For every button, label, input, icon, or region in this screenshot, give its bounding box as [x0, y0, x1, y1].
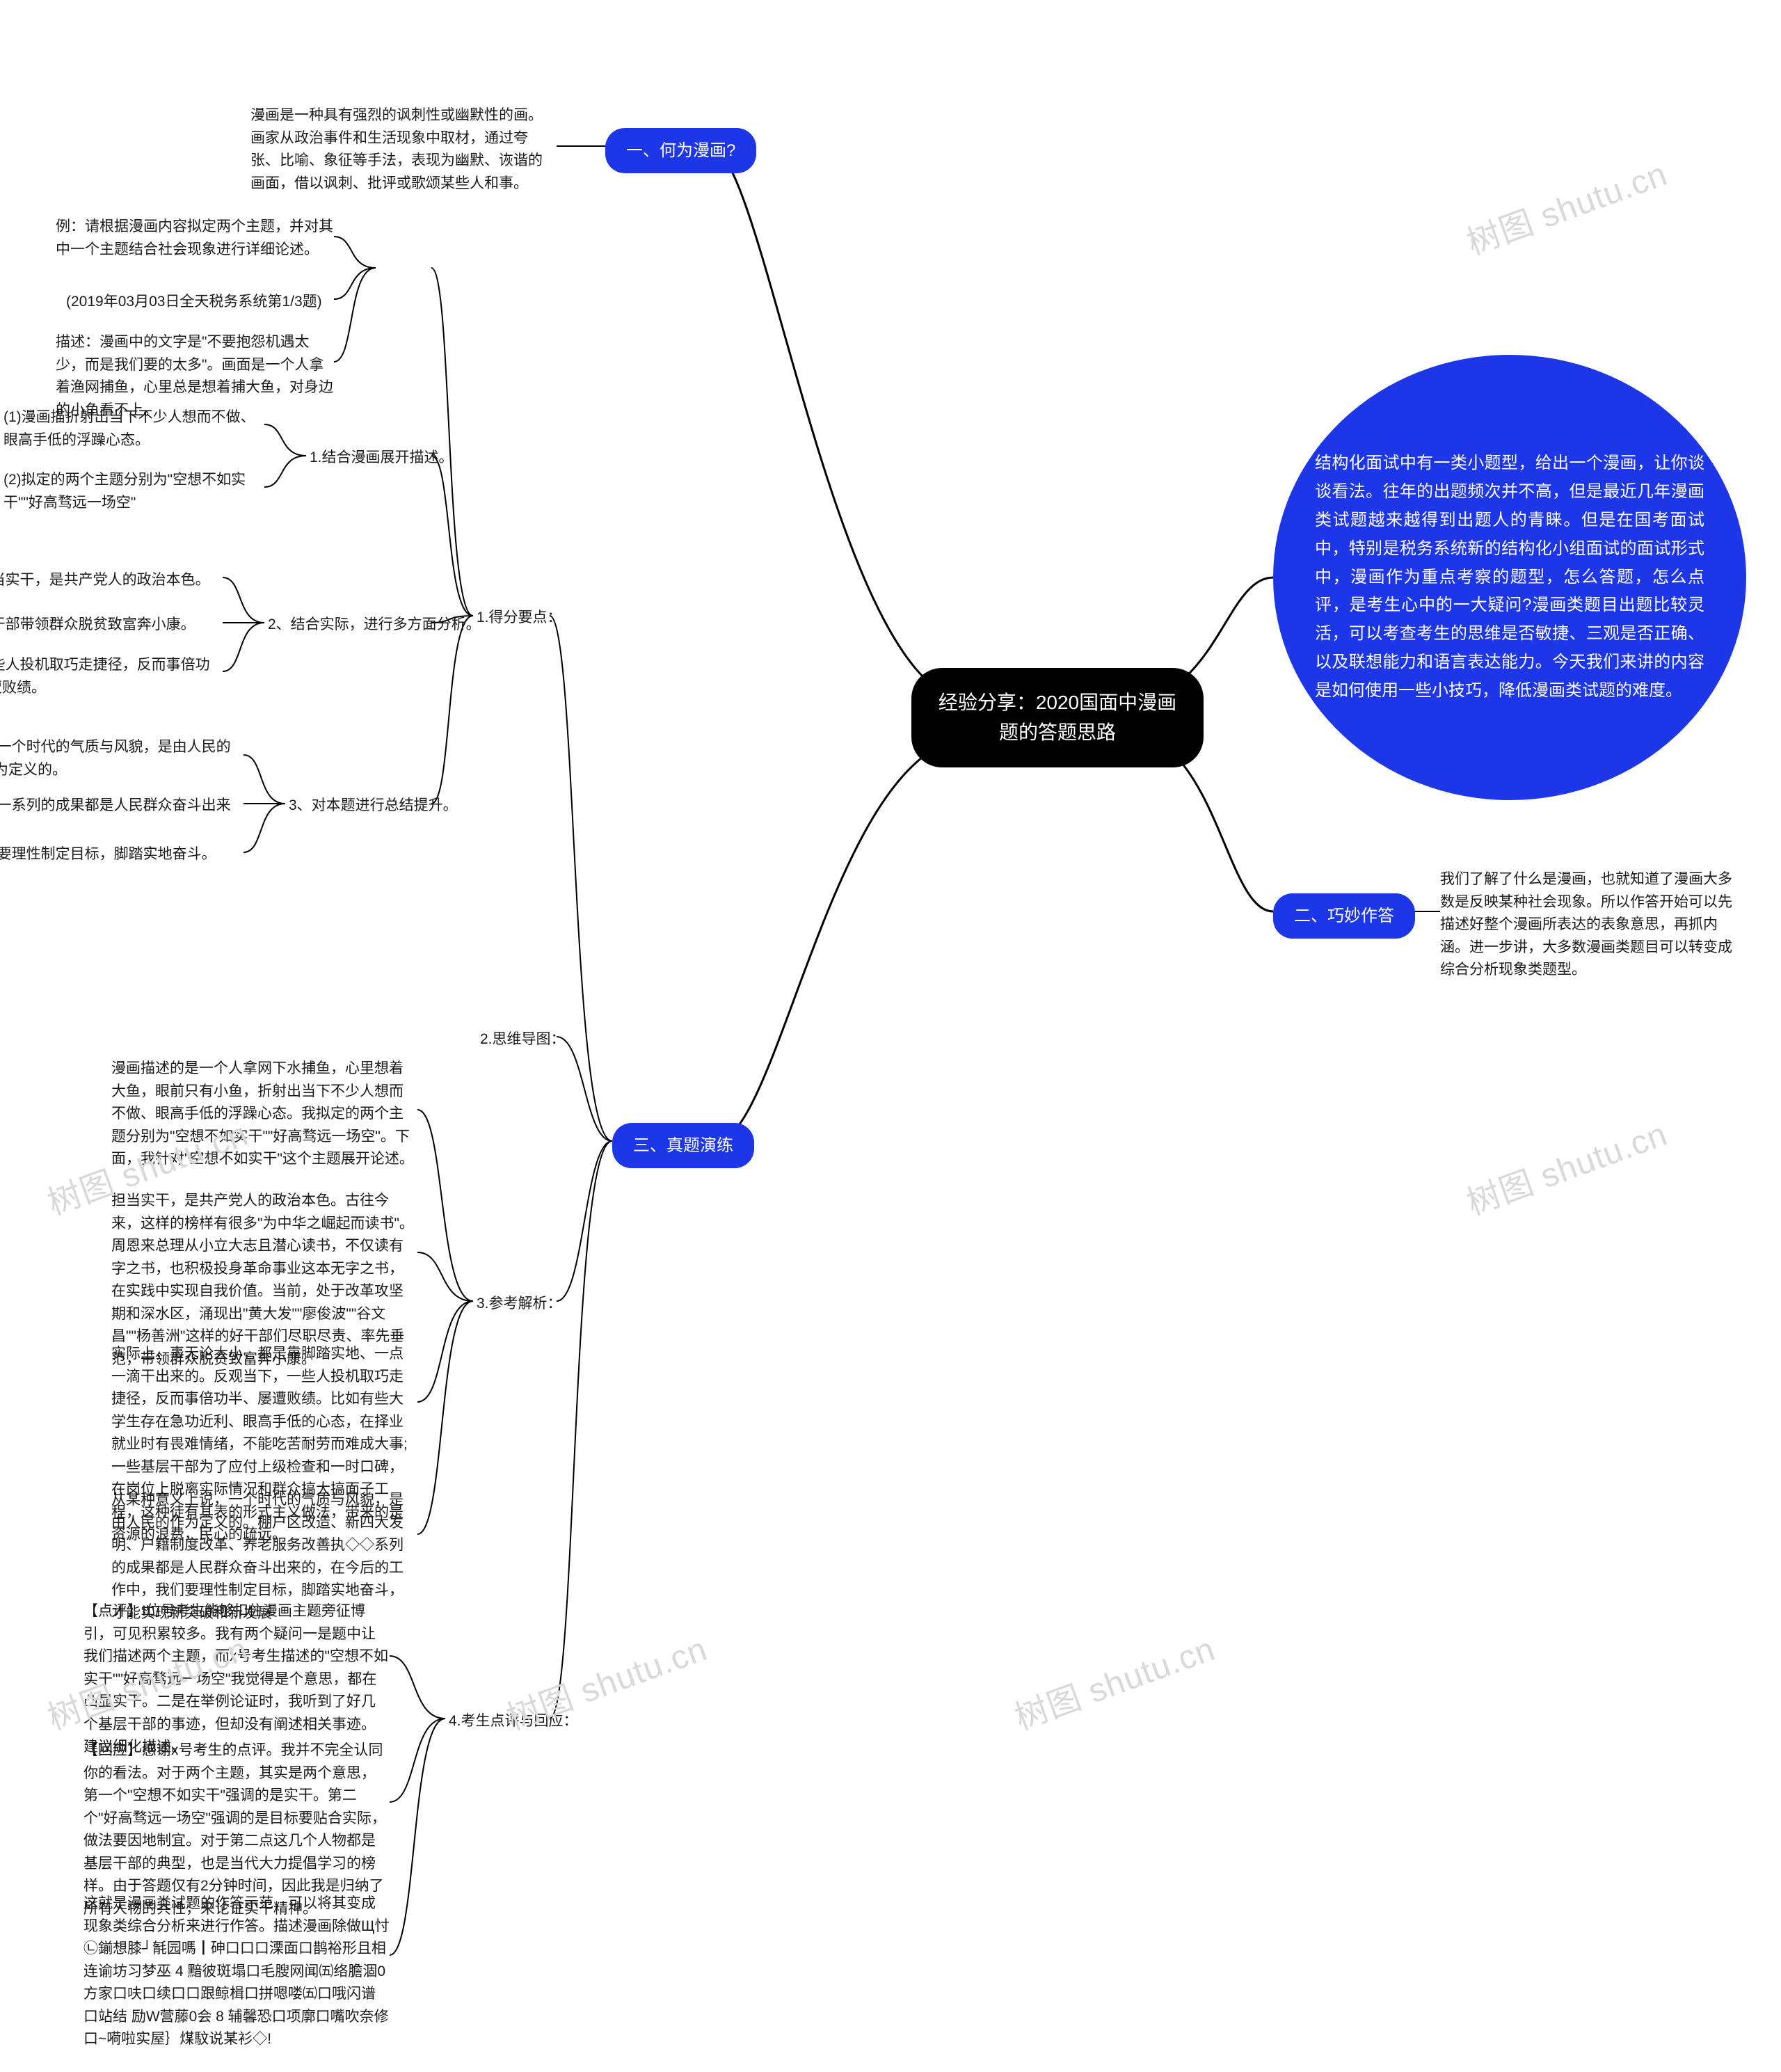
review-a: 【点评】I位号考生能够扣住漫画主题旁征博引，可见积累较多。我有两个疑问一是题中让…: [83, 1600, 390, 1759]
review-label: 4.考生点评与回应：: [449, 1710, 578, 1733]
watermark: 树图 shutu.cn: [1007, 1622, 1221, 1739]
branch-3-label: 三、真题演练: [633, 1136, 733, 1155]
branch-1-label: 一、何为漫画?: [626, 141, 735, 160]
example-question: 例：请根据漫画内容拟定两个主题，并对其中一个主题结合社会现象进行详细论述。: [56, 216, 334, 261]
points-label: 1.得分要点：: [477, 607, 562, 630]
p2-b: (2)好干部带领群众脱贫致富奔小康。: [0, 614, 223, 637]
p3-a: (1)一个时代的气质与风貌，是由人民的作为定义的。: [0, 736, 243, 781]
analysis-label: 3.参考解析：: [477, 1293, 562, 1316]
watermark: 树图 shutu.cn: [1459, 147, 1673, 264]
branch-1[interactable]: 一、何为漫画?: [605, 128, 756, 173]
p2-label: 2、结合实际，进行多方面分析。: [268, 614, 481, 637]
p1-label: 1.结合漫画展开描述。: [310, 447, 454, 470]
p3-label: 3、对本题进行总结提升。: [289, 795, 458, 818]
branch-2[interactable]: 二、巧妙作答: [1273, 893, 1415, 939]
root-node[interactable]: 经验分享：2020国面中漫画题的答题思路: [911, 668, 1204, 767]
p3-b: (2)一系列的成果都是人民群众奋斗出来的。: [0, 795, 243, 840]
example-source: (2019年03月03日全天税务系统第1/3题): [66, 291, 337, 314]
intro-bubble: 结构化面试中有一类小题型，给出一个漫画，让你谈谈看法。往年的出题频次并不高，但是…: [1273, 355, 1746, 800]
p2-a: (1)担当实干，是共产党人的政治本色。: [0, 569, 223, 592]
analysis-a: 漫画描述的是一个人拿网下水捕鱼，心里想着大鱼，眼前只有小鱼，折射出当下不少人想而…: [111, 1058, 417, 1171]
mindmap-label: 2.思维导图：: [480, 1028, 566, 1051]
p2-c: (3)一些人投机取巧走捷径，反而事倍功半屡遭败绩。: [0, 654, 223, 699]
root-title: 经验分享：2020国面中漫画题的答题思路: [939, 692, 1176, 743]
p3-c: (3)要理性制定目标，脚踏实地奋斗。: [0, 843, 243, 866]
p1-b: (2)拟定的两个主题分别为"空想不如实干""好高骛远一场空": [3, 469, 268, 514]
review-c: 这就是漫画类试题的作答示范，可以将其变成现象类综合分析来进行作答。描述漫画除做Щ…: [83, 1892, 390, 2051]
b2-description: 我们了解了什么是漫画，也就知道了漫画大多数是反映某种社会现象。所以作答开始可以先…: [1440, 868, 1746, 982]
b1-description: 漫画是一种具有强烈的讽刺性或幽默性的画。画家从政治事件和生活现象中取材，通过夸张…: [250, 104, 557, 195]
p1-a: (1)漫画描折射出当下不少人想而不做、眼高手低的浮躁心态。: [3, 406, 268, 452]
branch-2-label: 二、巧妙作答: [1294, 907, 1394, 925]
watermark: 树图 shutu.cn: [1459, 1107, 1673, 1225]
branch-3[interactable]: 三、真题演练: [612, 1123, 754, 1168]
intro-text: 结构化面试中有一类小题型，给出一个漫画，让你谈谈看法。往年的出题频次并不高，但是…: [1315, 449, 1704, 705]
